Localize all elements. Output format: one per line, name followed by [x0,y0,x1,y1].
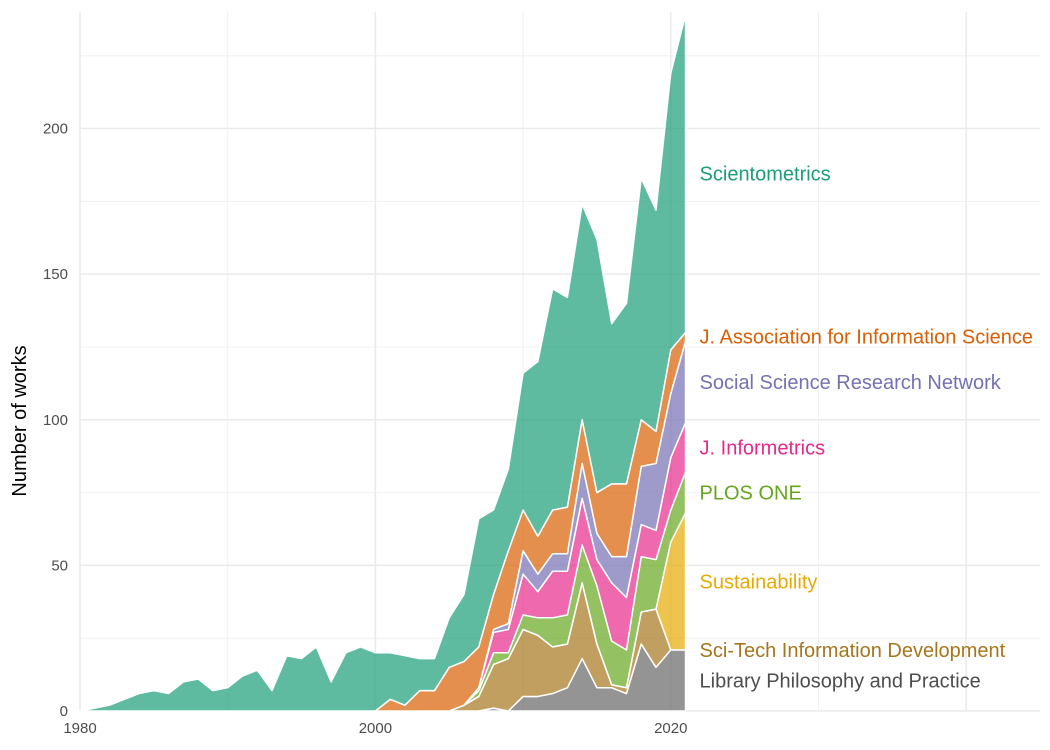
x-tick-label: 2000 [359,720,392,737]
series-label-sci-tech-information-development: Sci-Tech Information Development [700,640,1006,662]
y-tick-label: 200 [43,121,68,138]
y-axis-ticks: 0 50 100 150 200 [43,121,68,721]
area-series [79,14,687,712]
y-tick-label: 150 [43,266,68,283]
series-label-plos-one: PLOS ONE [700,483,802,505]
x-tick-label: 1980 [63,720,96,737]
y-axis-title: Number of works [9,345,31,496]
y-tick-label: 100 [43,412,68,429]
series-label-social-science-research-network: Social Science Research Network [700,372,1002,394]
x-tick-label: 2020 [654,720,687,737]
y-tick-label: 0 [60,703,68,720]
y-tick-label: 50 [51,557,68,574]
area-scientometrics [79,14,687,712]
series-label-j-association-for-information-science: J. Association for Information Science [700,327,1034,349]
series-label-library-philosophy-and-practice: Library Philosophy and Practice [700,670,981,692]
series-label-scientometrics: Scientometrics [700,164,831,186]
series-labels: Library Philosophy and Practice Sci-Tech … [700,164,1034,693]
series-label-j-informetrics: J. Informetrics [700,437,826,459]
x-axis-ticks: 1980 2000 2020 [63,720,687,737]
series-label-sustainability: Sustainability [700,571,818,593]
